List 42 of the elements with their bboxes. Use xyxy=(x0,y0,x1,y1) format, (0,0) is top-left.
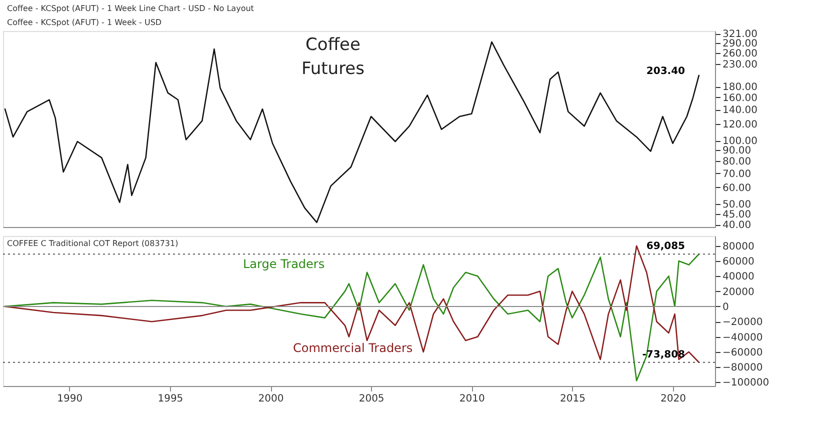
x-tick-label: 2010 xyxy=(459,394,485,404)
x-tick-label: 2015 xyxy=(560,394,586,404)
y-tick-label: 260.00 xyxy=(722,48,758,60)
y-tick-label: 0 xyxy=(722,302,729,313)
y-tick-label: −40000 xyxy=(722,332,763,344)
y-tick-label: 140.00 xyxy=(722,105,758,116)
line-series xyxy=(4,253,700,382)
y-tick-label: 20000 xyxy=(722,286,754,298)
y-tick-label: 60000 xyxy=(722,256,754,268)
y-tick-label: −60000 xyxy=(722,347,763,358)
x-tick-label: 2000 xyxy=(258,394,284,404)
annotation: 203.40 xyxy=(646,66,686,77)
y-tick-label: −20000 xyxy=(722,317,763,328)
y-tick-label: 80000 xyxy=(722,241,754,252)
y-tick-label: 50.00 xyxy=(722,200,752,211)
x-tick-label: 2005 xyxy=(358,394,384,404)
y-tick-label: 40000 xyxy=(722,272,754,283)
y-tick-label: 290.00 xyxy=(722,38,758,50)
text: Coffee Futures xyxy=(302,35,365,79)
text: Coffee - KCSpot (AFUT) - 1 Week - USD xyxy=(7,18,162,27)
y-tick-label: 321.00 xyxy=(722,29,758,40)
text: Large Traders xyxy=(243,257,325,271)
y-tick-label: 40.00 xyxy=(722,220,752,232)
x-tick-label: 1995 xyxy=(158,394,184,404)
x-tick-label: 2020 xyxy=(660,394,686,404)
annotation: COFFEE C Traditional COT Report (083731) xyxy=(7,239,178,248)
y-tick-label: 45.00 xyxy=(722,209,752,220)
y-tick-label: 100.00 xyxy=(722,136,758,148)
x-tick-label: 1990 xyxy=(57,394,83,404)
y-tick-label: −80000 xyxy=(722,362,763,374)
y-tick-label: 70.00 xyxy=(722,168,752,180)
y-tick-label: 90.00 xyxy=(722,146,752,157)
y-tick-label: 80.00 xyxy=(722,156,752,168)
y-tick-label: 180.00 xyxy=(722,82,758,94)
y-tick-label: 160.00 xyxy=(722,92,758,104)
ref-line-label: 69,085 xyxy=(646,241,686,252)
y-tick-label: −100000 xyxy=(722,378,770,389)
y-tick-label: 120.00 xyxy=(722,119,758,130)
series-label: Commercial Traders xyxy=(293,341,413,355)
y-tick-label: 60.00 xyxy=(722,182,752,194)
y-tick-label: 230.00 xyxy=(722,60,758,71)
text: Coffee - KCSpot (AFUT) - 1 Week Line Chart - USD - No Layout xyxy=(7,4,254,13)
